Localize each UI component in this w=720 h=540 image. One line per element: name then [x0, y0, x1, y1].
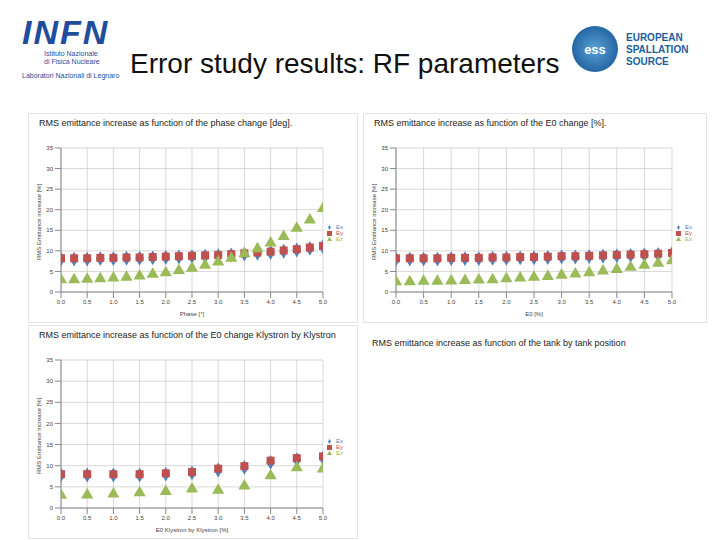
html-text:RMS emittance increase as func: RMS emittance increase as function of th…	[374, 118, 607, 128]
svg-text:35: 35	[46, 357, 53, 363]
svg-text:3.5: 3.5	[585, 299, 594, 305]
html-text:RMS emittance increase as func: RMS emittance increase as function of th…	[39, 330, 336, 340]
svg-text:1.0: 1.0	[109, 515, 118, 521]
svg-text:0.5: 0.5	[83, 299, 92, 305]
svg-text:RMS Emittance increase [%]: RMS Emittance increase [%]	[371, 183, 377, 260]
html-text:Ez: Ez	[336, 236, 343, 242]
svg-text:3.5: 3.5	[240, 299, 249, 305]
svg-text:0.5: 0.5	[83, 515, 92, 521]
html-text:SPALLATION: SPALLATION	[626, 44, 689, 55]
svg-text:20: 20	[381, 207, 388, 213]
svg-text:5: 5	[50, 484, 54, 490]
svg-text:30: 30	[381, 166, 388, 172]
svg-text:1.5: 1.5	[475, 299, 484, 305]
html-text:Ex: Ex	[336, 224, 343, 230]
svg-text:5.0: 5.0	[319, 299, 328, 305]
svg-text:5: 5	[50, 269, 54, 275]
svg-text:25: 25	[46, 186, 53, 192]
svg-text:1.0: 1.0	[109, 299, 118, 305]
svg-text:3.0: 3.0	[214, 299, 223, 305]
svg-text:35: 35	[381, 145, 388, 151]
svg-text:25: 25	[381, 186, 388, 192]
html-text:RMS emittance increase as func: RMS emittance increase as function of th…	[39, 118, 293, 128]
svg-text:15: 15	[381, 227, 388, 233]
html-text:Istituto Nazionale: Istituto Nazionale	[44, 50, 98, 57]
html-text:INFN: INFN	[22, 13, 110, 51]
svg-text:0.0: 0.0	[57, 515, 66, 521]
html-text:RMS emittance increase as func: RMS emittance increase as function of th…	[372, 338, 626, 348]
svg-text:15: 15	[46, 442, 53, 448]
svg-text:10: 10	[381, 248, 388, 254]
svg-text:2.0: 2.0	[502, 299, 511, 305]
svg-text:30: 30	[46, 378, 53, 384]
html-text:Ez: Ez	[685, 236, 692, 242]
svg-text:25: 25	[46, 399, 53, 405]
svg-text:0.0: 0.0	[392, 299, 401, 305]
svg-text:30: 30	[46, 166, 53, 172]
svg-text:2.0: 2.0	[162, 299, 171, 305]
svg-text:2.5: 2.5	[188, 299, 197, 305]
svg-text:4.5: 4.5	[293, 299, 302, 305]
svg-text:2.0: 2.0	[162, 515, 171, 521]
svg-text:20: 20	[46, 207, 53, 213]
svg-text:1.5: 1.5	[135, 299, 144, 305]
svg-text:0: 0	[50, 505, 54, 511]
svg-text:RMS Emittance increase [%]: RMS Emittance increase [%]	[36, 183, 42, 260]
svg-text:0: 0	[50, 289, 54, 295]
svg-text:E0 Klystron by Klystron [%]: E0 Klystron by Klystron [%]	[156, 527, 229, 533]
html-text:Laboratori Nazionali di Legnar: Laboratori Nazionali di Legnaro	[22, 72, 120, 79]
svg-text:1.0: 1.0	[447, 299, 456, 305]
svg-text:4.0: 4.0	[266, 299, 275, 305]
html-text:Ex: Ex	[685, 224, 692, 230]
svg-text:3.0: 3.0	[214, 515, 223, 521]
svg-text:1.5: 1.5	[135, 515, 144, 521]
html-text:Ey: Ey	[336, 230, 343, 236]
svg-text:3.0: 3.0	[557, 299, 566, 305]
svg-text:2.5: 2.5	[188, 515, 197, 521]
svg-text:0.0: 0.0	[57, 299, 66, 305]
html-text:Ey: Ey	[336, 444, 343, 450]
svg-text:5.0: 5.0	[319, 515, 328, 521]
svg-text:4.5: 4.5	[640, 299, 649, 305]
svg-text:3.5: 3.5	[240, 515, 249, 521]
html-text:Ex: Ex	[336, 438, 343, 444]
html-text:Ez: Ez	[336, 450, 343, 456]
svg-text:2.5: 2.5	[530, 299, 539, 305]
svg-text:Phase [°]: Phase [°]	[180, 311, 205, 317]
svg-text:RMS Emittance increase [%]: RMS Emittance increase [%]	[36, 397, 42, 474]
svg-text:5.0: 5.0	[668, 299, 677, 305]
svg-text:15: 15	[46, 227, 53, 233]
html-text:ess: ess	[584, 41, 606, 57]
svg-text:35: 35	[46, 145, 53, 151]
svg-text:E0 [%]: E0 [%]	[525, 311, 543, 317]
html-text:SOURCE: SOURCE	[626, 56, 669, 67]
html-text:di Fisica Nucleare: di Fisica Nucleare	[44, 58, 100, 65]
svg-text:20: 20	[46, 421, 53, 427]
html-text:Error study results: RF parame: Error study results: RF parameters	[130, 48, 560, 79]
svg-text:10: 10	[46, 463, 53, 469]
svg-text:4.0: 4.0	[266, 515, 275, 521]
svg-text:10: 10	[46, 248, 53, 254]
svg-text:4.5: 4.5	[293, 515, 302, 521]
html-text:EUROPEAN: EUROPEAN	[626, 32, 683, 43]
svg-text:5: 5	[385, 269, 389, 275]
svg-text:4.0: 4.0	[613, 299, 622, 305]
svg-text:0.5: 0.5	[419, 299, 428, 305]
html-text:Ey: Ey	[685, 230, 692, 236]
svg-text:0: 0	[385, 289, 389, 295]
